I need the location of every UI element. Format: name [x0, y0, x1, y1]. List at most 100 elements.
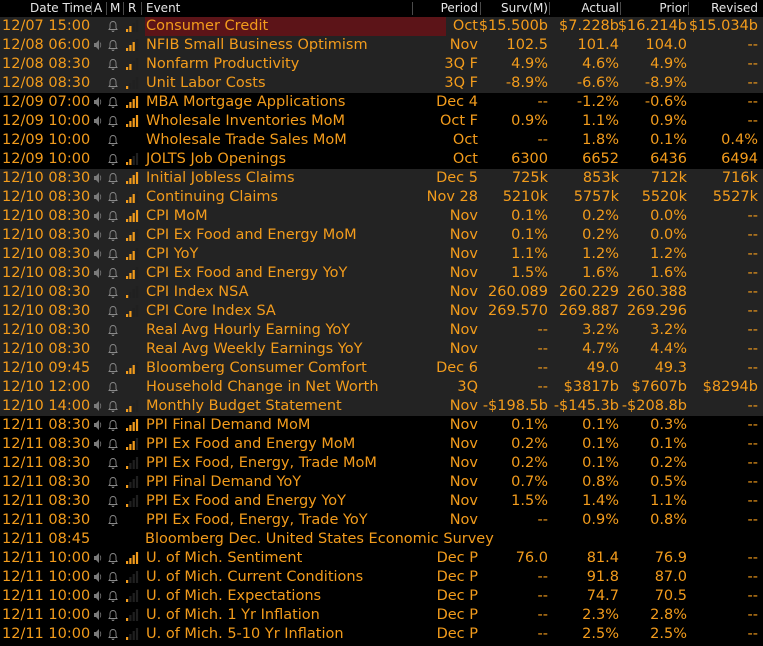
- table-row[interactable]: 12/11 08:45 Bloomberg Dec. United States …: [0, 530, 763, 549]
- table-row[interactable]: 12/08 08:30 Unit Labor Costs 3Q F -8.9% -6.6…: [0, 74, 763, 93]
- row-event[interactable]: Wholesale Inventories MoM: [146, 113, 346, 129]
- row-flags: [92, 112, 142, 131]
- row-event[interactable]: Real Avg Weekly Earnings YoY: [146, 341, 363, 357]
- row-flags: [92, 283, 142, 302]
- row-event[interactable]: Continuing Claims: [146, 189, 279, 205]
- table-row[interactable]: 12/10 12:00 Household Change in Net Worth…: [0, 378, 763, 397]
- row-event[interactable]: Bloomberg Dec. United States Economic Su…: [145, 531, 494, 547]
- row-event[interactable]: U. of Mich. Sentiment: [146, 550, 303, 566]
- row-event[interactable]: PPI Ex Food and Energy YoY: [146, 493, 347, 509]
- row-period: Nov: [449, 208, 478, 224]
- row-survey: -$198.5b: [482, 398, 548, 414]
- row-actual: 5757k: [573, 189, 619, 205]
- col-header-market[interactable]: M: [110, 1, 121, 15]
- table-row[interactable]: 12/10 08:30 CPI MoM Nov 0.1% 0.2% 0.0% --: [0, 207, 763, 226]
- table-row[interactable]: 12/10 09:45 Bloomberg Consumer Comfort Dec…: [0, 359, 763, 378]
- table-row[interactable]: 12/11 08:30 PPI Ex Food, Energy, Trade Mo…: [0, 454, 763, 473]
- row-revised: --: [747, 303, 758, 319]
- row-revised: --: [747, 417, 758, 433]
- row-event[interactable]: CPI YoY: [146, 246, 199, 262]
- row-event[interactable]: Bloomberg Consumer Comfort: [146, 360, 367, 376]
- row-event[interactable]: Monthly Budget Statement: [146, 398, 342, 414]
- row-event[interactable]: CPI Core Index SA: [146, 303, 276, 319]
- table-row[interactable]: 12/11 10:00 U. of Mich. Sentiment Dec P 76.…: [0, 549, 763, 568]
- col-header-datetime[interactable]: Date Time: [30, 1, 92, 15]
- col-header-survey[interactable]: Surv(M): [501, 1, 548, 15]
- row-event[interactable]: Real Avg Hourly Earning YoY: [146, 322, 351, 338]
- row-event[interactable]: U. of Mich. 5-10 Yr Inflation: [146, 626, 344, 642]
- table-row[interactable]: 12/11 08:30 PPI Ex Food and Energy MoM Nov…: [0, 435, 763, 454]
- row-event[interactable]: U. of Mich. 1 Yr Inflation: [146, 607, 320, 623]
- col-header-actual[interactable]: Actual: [581, 1, 619, 15]
- row-prior: 0.0%: [650, 227, 687, 243]
- row-event[interactable]: PPI Ex Food, Energy, Trade YoY: [146, 512, 368, 528]
- table-row[interactable]: 12/11 10:00 U. of Mich. Current Condition…: [0, 568, 763, 587]
- row-revised: --: [747, 436, 758, 452]
- row-event[interactable]: Nonfarm Productivity: [146, 56, 300, 72]
- table-row[interactable]: 12/10 08:30 CPI Core Index SA Nov 269.570 26…: [0, 302, 763, 321]
- col-header-relevance[interactable]: R: [128, 1, 137, 15]
- row-event[interactable]: CPI Ex Food and Energy MoM: [146, 227, 357, 243]
- table-row[interactable]: 12/11 08:30 PPI Final Demand YoY Nov 0.7% 0.…: [0, 473, 763, 492]
- row-event[interactable]: NFIB Small Business Optimism: [146, 37, 368, 53]
- table-row[interactable]: 12/09 10:00 Wholesale Inventories MoM Oct …: [0, 112, 763, 131]
- row-actual: 0.2%: [582, 227, 619, 243]
- row-flags: [92, 188, 142, 207]
- row-survey: --: [537, 626, 548, 642]
- column-header-bar: Date Time A M R Event Period Surv(M) Act…: [0, 0, 763, 17]
- table-row[interactable]: 12/11 10:00 U. of Mich. Expectations Dec P…: [0, 587, 763, 606]
- row-event[interactable]: PPI Final Demand MoM: [146, 417, 311, 433]
- table-row[interactable]: 12/08 06:00 NFIB Small Business Optimism N…: [0, 36, 763, 55]
- row-survey: 0.2%: [511, 436, 548, 452]
- table-row[interactable]: 12/10 14:00 Monthly Budget Statement Nov -$…: [0, 397, 763, 416]
- row-event[interactable]: JOLTS Job Openings: [146, 151, 287, 167]
- row-survey: 0.7%: [511, 474, 548, 490]
- row-event[interactable]: Wholesale Trade Sales MoM: [146, 132, 347, 148]
- table-row[interactable]: 12/09 10:00 Wholesale Trade Sales MoM Oct -…: [0, 131, 763, 150]
- row-event[interactable]: MBA Mortgage Applications: [146, 94, 346, 110]
- table-row[interactable]: 12/10 08:30 CPI Index NSA Nov 260.089 260.22…: [0, 283, 763, 302]
- table-row[interactable]: 12/11 08:30 PPI Final Demand MoM Nov 0.1% 0.…: [0, 416, 763, 435]
- row-event[interactable]: U. of Mich. Expectations: [146, 588, 322, 604]
- table-row[interactable]: 12/10 08:30 CPI YoY Nov 1.1% 1.2% 1.2% --: [0, 245, 763, 264]
- table-row[interactable]: 12/09 10:00 JOLTS Job Openings Oct 6300 6652…: [0, 150, 763, 169]
- row-revised: --: [747, 227, 758, 243]
- row-prior: 1.1%: [650, 493, 687, 509]
- row-event[interactable]: PPI Ex Food, Energy, Trade MoM: [146, 455, 377, 471]
- row-event[interactable]: Consumer Credit: [145, 17, 446, 36]
- row-event[interactable]: U. of Mich. Current Conditions: [146, 569, 364, 585]
- col-header-event[interactable]: Event: [146, 1, 181, 15]
- row-survey: $15.500b: [478, 18, 548, 34]
- row-event[interactable]: Unit Labor Costs: [146, 75, 266, 91]
- row-revised: --: [747, 75, 758, 91]
- table-row[interactable]: 12/10 08:30 Real Avg Hourly Earning YoY No…: [0, 321, 763, 340]
- row-period: Nov: [449, 303, 478, 319]
- table-row[interactable]: 12/10 08:30 CPI Ex Food and Energy MoM Nov…: [0, 226, 763, 245]
- row-period: Nov: [449, 474, 478, 490]
- row-event[interactable]: PPI Ex Food and Energy MoM: [146, 436, 356, 452]
- row-event[interactable]: Household Change in Net Worth: [146, 379, 379, 395]
- row-event[interactable]: CPI MoM: [146, 208, 208, 224]
- table-row[interactable]: 12/11 08:30 PPI Ex Food, Energy, Trade Yo…: [0, 511, 763, 530]
- table-row[interactable]: 12/10 08:30 CPI Ex Food and Energy YoY Nov…: [0, 264, 763, 283]
- row-event[interactable]: Initial Jobless Claims: [146, 170, 295, 186]
- col-header-period[interactable]: Period: [440, 1, 478, 15]
- row-event[interactable]: PPI Final Demand YoY: [146, 474, 302, 490]
- table-row[interactable]: 12/07 15:00 Consumer Credit Oct $15.500b $7.…: [0, 17, 763, 36]
- row-event[interactable]: CPI Ex Food and Energy YoY: [146, 265, 348, 281]
- col-header-prior[interactable]: Prior: [659, 1, 687, 15]
- table-row[interactable]: 12/10 08:30 Real Avg Weekly Earnings YoY N…: [0, 340, 763, 359]
- table-row[interactable]: 12/11 08:30 PPI Ex Food and Energy YoY Nov…: [0, 492, 763, 511]
- row-actual: 1.1%: [582, 113, 619, 129]
- row-event[interactable]: CPI Index NSA: [146, 284, 249, 300]
- table-row[interactable]: 12/08 08:30 Nonfarm Productivity 3Q F 4.9% 4…: [0, 55, 763, 74]
- table-row[interactable]: 12/11 10:00 U. of Mich. 1 Yr Inflation Dec…: [0, 606, 763, 625]
- col-header-alert[interactable]: A: [94, 1, 103, 15]
- table-row[interactable]: 12/10 08:30 Continuing Claims Nov 28 5210k 5…: [0, 188, 763, 207]
- row-actual: 4.6%: [582, 56, 619, 72]
- col-header-revised[interactable]: Revised: [711, 1, 758, 15]
- table-row[interactable]: 12/11 10:00 U. of Mich. 5-10 Yr Inflation…: [0, 625, 763, 644]
- table-row[interactable]: 12/10 08:30 Initial Jobless Claims Dec 5 72…: [0, 169, 763, 188]
- row-datetime: 12/11 08:30: [2, 455, 91, 471]
- table-row[interactable]: 12/09 07:00 MBA Mortgage Applications Dec …: [0, 93, 763, 112]
